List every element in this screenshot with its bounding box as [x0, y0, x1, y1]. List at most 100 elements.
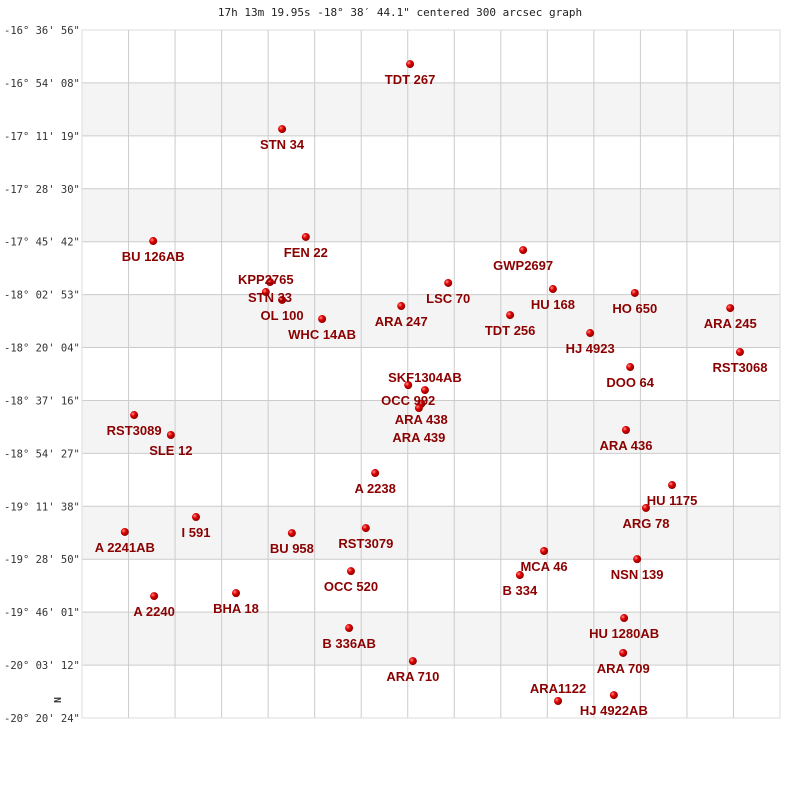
- star-label: ARA 710: [386, 669, 439, 684]
- star-point: [406, 60, 415, 69]
- star-point: [301, 232, 310, 241]
- star-label: NSN 139: [611, 567, 664, 582]
- y-tick-label: -19° 11' 38": [4, 501, 80, 513]
- star-point: [735, 348, 744, 357]
- plot-border: [81, 29, 781, 719]
- star-label: ARA 438: [395, 412, 448, 427]
- star-point: [408, 657, 417, 666]
- star-label: STN 33: [248, 290, 292, 305]
- star-label: B 334: [503, 583, 538, 598]
- star-point: [668, 481, 677, 490]
- star-label: ARA1122: [530, 681, 586, 696]
- star-point: [166, 430, 175, 439]
- star-label: KPP2765: [238, 272, 294, 287]
- north-marker: N: [53, 697, 64, 703]
- band: [82, 400, 780, 454]
- band: [82, 294, 780, 348]
- star-point: [397, 302, 406, 311]
- y-tick-label: -16° 54' 08": [4, 78, 80, 90]
- y-tick-label: -17° 28' 30": [4, 184, 80, 196]
- star-label: A 2240: [133, 604, 174, 619]
- y-tick-label: -17° 11' 19": [4, 131, 80, 143]
- star-point: [404, 381, 413, 390]
- star-point: [149, 237, 158, 246]
- chart-title: 17h 13m 19.95s -18° 38′ 44.1" centered 3…: [217, 6, 583, 19]
- star-label: SKF1304AB: [388, 370, 462, 385]
- star-label: RST3089: [107, 423, 162, 438]
- star-label: STN 34: [260, 137, 305, 152]
- band: [82, 188, 780, 242]
- y-tick-label: -17° 45' 42": [4, 237, 80, 249]
- band: [82, 612, 780, 666]
- y-tick-label: -20° 20' 24": [4, 713, 80, 725]
- star-label: LSC 70: [426, 291, 470, 306]
- star-label: HU 1280AB: [589, 626, 659, 641]
- star-label: A 2241AB: [95, 540, 155, 555]
- star-point: [278, 125, 287, 134]
- star-point: [519, 246, 528, 255]
- star-label: TDT 267: [385, 72, 436, 87]
- star-point: [621, 426, 630, 435]
- star-point: [346, 567, 355, 576]
- star-point: [318, 314, 327, 323]
- y-tick-label: -18° 54' 27": [4, 448, 80, 460]
- star-label: ARA 709: [597, 661, 650, 676]
- star-label: GWP2697: [493, 258, 553, 273]
- star-label: OCC 520: [324, 579, 378, 594]
- star-point: [540, 547, 549, 556]
- star-label: RST3079: [338, 536, 393, 551]
- y-tick-label: -20° 03' 12": [4, 660, 80, 672]
- star-label: ARA 436: [599, 438, 652, 453]
- y-tick-label: -16° 36' 56": [4, 25, 80, 37]
- star-label: HJ 4922AB: [580, 703, 648, 718]
- star-point: [420, 386, 429, 395]
- star-point: [192, 513, 201, 522]
- star-point: [626, 363, 635, 372]
- star-point: [361, 524, 370, 533]
- star-point: [120, 527, 129, 536]
- star-point: [515, 571, 524, 580]
- star-label: ARA 245: [704, 316, 757, 331]
- star-label: HU 168: [531, 297, 575, 312]
- y-tick-label: -19° 28' 50": [4, 554, 80, 566]
- star-point: [444, 278, 453, 287]
- star-label: I 591: [182, 525, 211, 540]
- star-point: [414, 404, 423, 413]
- star-label: HU 1175: [647, 493, 698, 508]
- y-tick-label: -18° 02' 53": [4, 290, 80, 302]
- star-point: [554, 697, 563, 706]
- star-label: RST3068: [713, 360, 768, 375]
- star-label: WHC 14AB: [288, 327, 356, 342]
- star-point: [609, 691, 618, 700]
- star-label: DOO 64: [606, 375, 654, 390]
- star-point: [265, 278, 274, 287]
- y-tick-label: -18° 37' 16": [4, 395, 80, 407]
- plot-area: [82, 30, 780, 718]
- star-label: TDT 256: [485, 323, 536, 338]
- star-point: [261, 288, 270, 297]
- star-point: [371, 469, 380, 478]
- star-label: BU 126AB: [122, 249, 185, 264]
- star-label: ARA 247: [375, 314, 428, 329]
- star-label: HO 650: [612, 301, 657, 316]
- star-label: OL 100: [261, 308, 304, 323]
- star-point: [619, 648, 628, 657]
- star-point: [641, 503, 650, 512]
- star-point: [506, 311, 515, 320]
- star-label: ARA 439: [392, 430, 445, 445]
- star-point: [633, 555, 642, 564]
- star-label: BU 958: [270, 541, 314, 556]
- band: [82, 82, 780, 136]
- star-point: [586, 329, 595, 338]
- star-label: FEN 22: [284, 245, 328, 260]
- star-point: [287, 529, 296, 538]
- star-label: SLE 12: [149, 443, 192, 458]
- star-point: [278, 295, 287, 304]
- star-label: OCC 992: [381, 393, 435, 408]
- star-label: HJ 4923: [566, 341, 615, 356]
- star-label: ARG 78: [622, 516, 669, 531]
- star-point: [150, 592, 159, 601]
- star-point: [726, 304, 735, 313]
- y-tick-label: -19° 46' 01": [4, 607, 80, 619]
- star-point: [630, 288, 639, 297]
